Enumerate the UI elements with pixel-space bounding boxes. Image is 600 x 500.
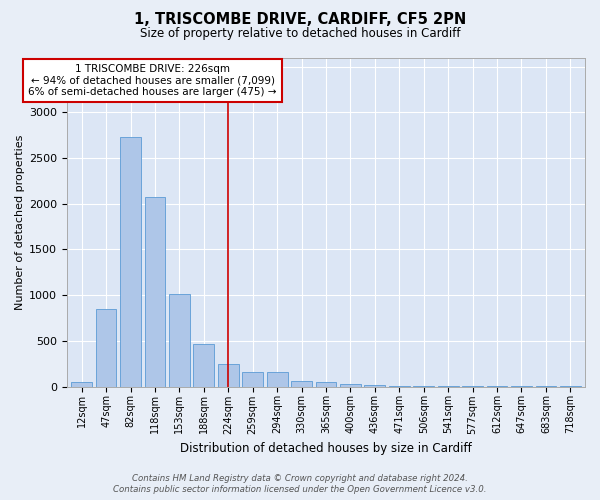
- Text: 1 TRISCOMBE DRIVE: 226sqm
← 94% of detached houses are smaller (7,099)
6% of sem: 1 TRISCOMBE DRIVE: 226sqm ← 94% of detac…: [28, 64, 277, 97]
- Bar: [169, 294, 190, 386]
- Bar: [267, 372, 287, 386]
- Bar: [364, 385, 385, 386]
- Bar: [291, 380, 312, 386]
- Bar: [316, 382, 337, 386]
- Bar: [120, 137, 141, 386]
- Bar: [193, 344, 214, 387]
- Text: 1, TRISCOMBE DRIVE, CARDIFF, CF5 2PN: 1, TRISCOMBE DRIVE, CARDIFF, CF5 2PN: [134, 12, 466, 28]
- X-axis label: Distribution of detached houses by size in Cardiff: Distribution of detached houses by size …: [180, 442, 472, 455]
- Bar: [218, 364, 239, 386]
- Bar: [145, 197, 166, 386]
- Bar: [340, 384, 361, 386]
- Bar: [71, 382, 92, 386]
- Y-axis label: Number of detached properties: Number of detached properties: [15, 134, 25, 310]
- Bar: [242, 372, 263, 386]
- Text: Contains HM Land Registry data © Crown copyright and database right 2024.
Contai: Contains HM Land Registry data © Crown c…: [113, 474, 487, 494]
- Text: Size of property relative to detached houses in Cardiff: Size of property relative to detached ho…: [140, 28, 460, 40]
- Bar: [96, 309, 116, 386]
